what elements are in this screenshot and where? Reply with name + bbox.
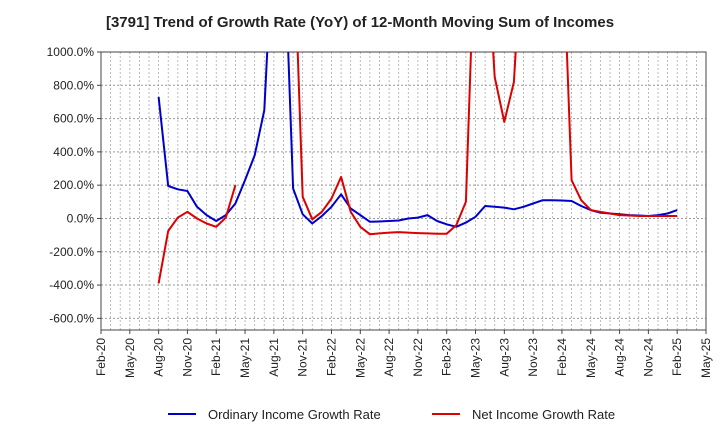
- x-tick-label: Feb-22: [324, 338, 338, 376]
- x-tick-label: Feb-20: [94, 338, 108, 376]
- y-tick-label: 0.0%: [67, 211, 95, 225]
- x-tick-label: Nov-24: [641, 338, 655, 377]
- x-tick-label: May-24: [584, 338, 598, 378]
- x-tick-label: May-21: [238, 338, 252, 378]
- x-tick-label: May-25: [699, 338, 713, 378]
- x-tick-label: Aug-20: [152, 338, 166, 377]
- x-tick-label: Aug-22: [382, 338, 396, 377]
- legend-label-1: Ordinary Income Growth Rate: [208, 407, 381, 422]
- x-tick-label: May-22: [353, 338, 367, 378]
- y-tick-label: 400.0%: [53, 145, 94, 159]
- chart-title: [3791] Trend of Growth Rate (YoY) of 12-…: [105, 14, 615, 31]
- x-tick-label: Aug-23: [497, 338, 511, 377]
- y-tick-label: -200.0%: [49, 245, 94, 259]
- x-tick-label: May-20: [123, 338, 137, 378]
- x-tick-label: Nov-23: [526, 338, 540, 377]
- x-tick-label: Aug-21: [267, 338, 281, 377]
- axes: 1000.0% 800.0% 600.0% 400.0% 200.0% 0.0% -200.…: [47, 45, 713, 378]
- y-tick-label: 1000.0%: [47, 45, 95, 59]
- series-lines: [157, 52, 678, 284]
- x-tick-label: Feb-25: [670, 338, 684, 376]
- x-tick-label: Feb-21: [209, 338, 223, 376]
- legend-label-2: Net Income Growth Rate: [472, 407, 615, 422]
- x-tick-label: Aug-24: [613, 338, 627, 377]
- series-line-2: [157, 52, 678, 284]
- x-tick-label: May-23: [469, 338, 483, 378]
- x-tick-label: Nov-22: [411, 338, 425, 377]
- y-tick-label: -400.0%: [49, 278, 94, 292]
- plot-frame: [100, 51, 707, 331]
- x-tick-label: Feb-23: [440, 338, 454, 376]
- x-tick-label: Feb-24: [555, 338, 569, 376]
- y-tick-label: 600.0%: [53, 112, 94, 126]
- x-tick-label: Nov-21: [296, 338, 310, 377]
- y-tick-label: 200.0%: [53, 178, 94, 192]
- y-tick-label: 800.0%: [53, 78, 94, 92]
- y-tick-label: -600.0%: [49, 311, 94, 325]
- legend: Ordinary Income Growth Rate Net Income Gr…: [168, 407, 615, 422]
- grid: [100, 51, 707, 330]
- x-tick-label: Nov-20: [180, 338, 194, 377]
